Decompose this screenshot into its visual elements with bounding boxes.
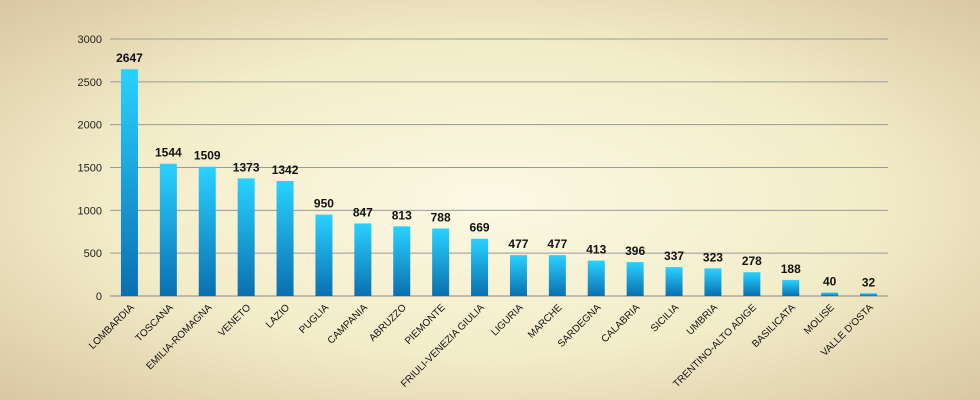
bar [432,228,450,296]
bar [276,181,294,296]
bar [198,166,216,296]
bar [782,279,800,296]
bar [237,178,255,296]
bar [471,238,489,296]
y-tick-label: 2500 [78,77,102,89]
x-tick-label: EMILIA-ROMAGNA [145,302,215,372]
data-label: 188 [781,262,801,276]
bar [509,255,527,296]
data-label: 32 [862,275,876,289]
x-tick-label: CALABRIA [600,302,643,345]
data-label: 2647 [116,51,143,65]
x-tick-label: UMBRIA [685,302,721,338]
data-label: 413 [586,243,606,257]
x-tick-label: LAZIO [264,302,292,330]
data-label: 40 [823,275,837,289]
data-label: 1509 [194,149,221,163]
bars [120,69,878,297]
data-label: 950 [314,197,334,211]
bar [315,214,333,296]
data-label: 477 [547,237,567,251]
data-label: 1373 [233,160,260,174]
data-label: 669 [470,221,490,235]
gridlines [110,38,888,297]
x-tick-label: TOSCANA [134,302,176,344]
bar [393,226,411,296]
x-tick-label: FRIULI-VENEZIA GIULIA [399,302,487,390]
data-label: 813 [392,208,412,222]
y-tick-label: 1500 [78,163,102,175]
data-label: 1544 [155,146,182,160]
data-label: 788 [431,210,451,224]
x-tick-label: PUGLIA [297,302,331,336]
x-tick-label: SICILIA [649,302,681,334]
x-tick-label: TRENTINO-ALTO ADIGE [671,302,759,390]
bar [354,223,372,296]
bar [743,272,761,296]
y-tick-label: 500 [84,248,102,260]
bar [821,292,839,296]
y-tick-label: 3000 [78,34,102,46]
x-tick-label: MARCHE [526,302,565,341]
x-tick-label: LOMBARDIA [87,302,137,352]
y-tick-label: 2000 [78,120,102,132]
data-label: 323 [703,250,723,264]
data-label: 847 [353,205,373,219]
data-label: 1342 [272,163,299,177]
y-tick-label: 1000 [78,205,102,217]
x-tick-label: MOLISE [802,302,837,337]
x-tick-label: VENETO [217,302,254,339]
data-labels: 2647 1544 1509 1373 1342 950 847 813 788 669 477 47… [116,51,875,289]
x-tick-label: ABRUZZO [367,302,409,344]
data-label: 278 [742,254,762,268]
data-label: 396 [625,244,645,258]
y-axis-ticks: 0 500 1000 1500 2000 2500 3000 [78,34,102,303]
data-label: 477 [508,237,528,251]
y-tick-label: 0 [96,291,102,303]
bar [587,260,605,296]
bar [548,255,566,296]
bar [665,267,683,296]
bar [159,163,177,296]
x-tick-label: LIGURIA [489,302,525,338]
data-label: 337 [664,249,684,263]
bar [626,262,644,296]
x-tick-label: CAMPANIA [326,302,370,346]
bar [860,293,878,296]
bar [704,268,722,296]
bar [120,69,138,297]
